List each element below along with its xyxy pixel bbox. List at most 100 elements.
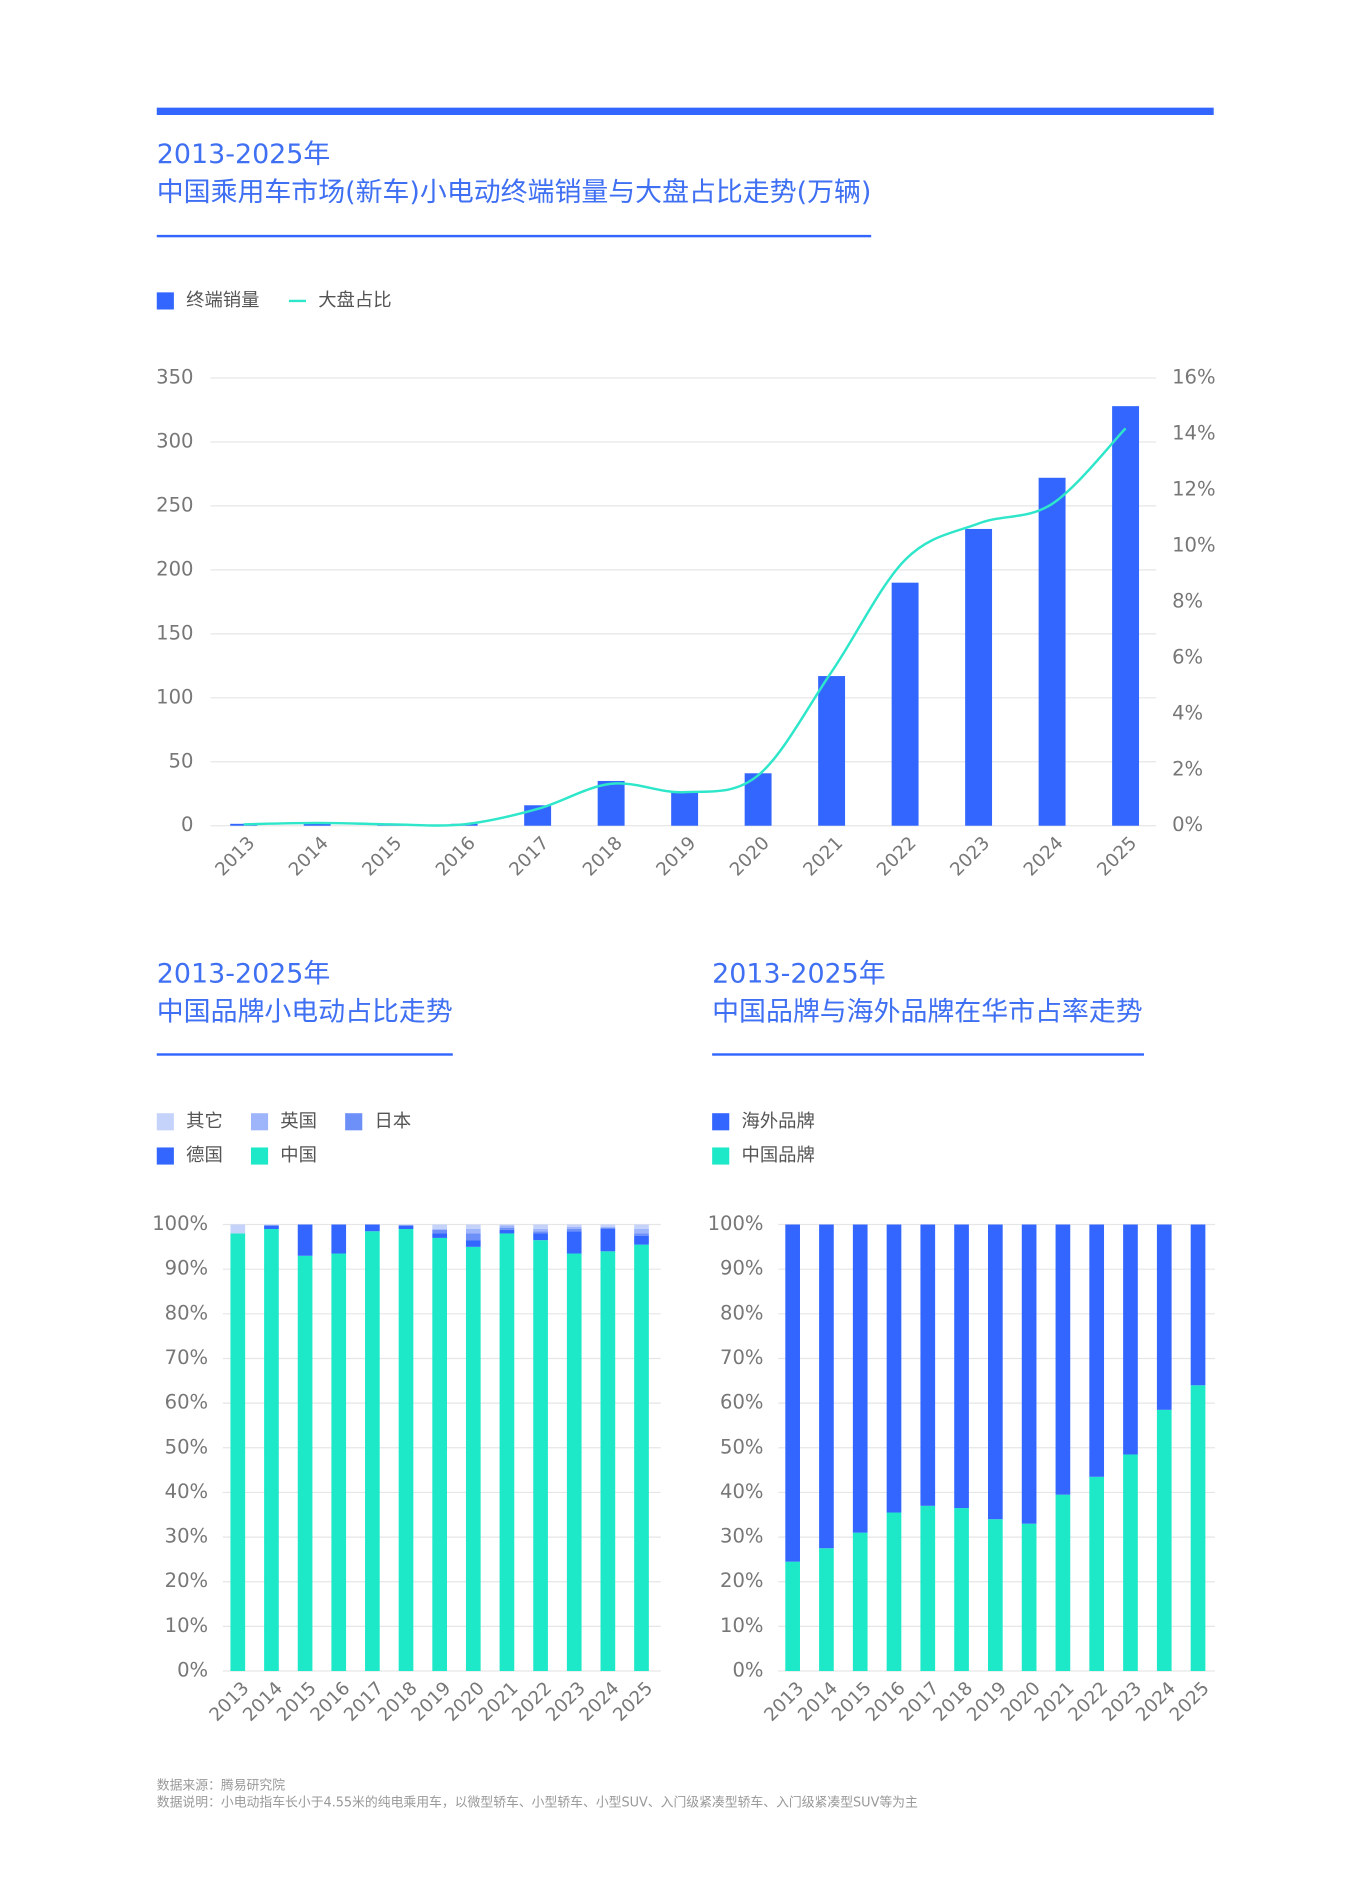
bar xyxy=(671,791,699,826)
x-tick-label: 2025 xyxy=(609,1678,657,1726)
bar xyxy=(1038,477,1066,826)
y2-tick-label: 6% xyxy=(1172,645,1203,668)
bar-segment xyxy=(432,1224,447,1229)
bar-segment xyxy=(297,1255,313,1672)
bar-segment xyxy=(533,1240,548,1672)
legend-swatch xyxy=(712,1113,730,1131)
bar-segment xyxy=(398,1228,414,1672)
x-tick-label: 2021 xyxy=(799,833,847,881)
y2-tick-label: 0% xyxy=(1172,813,1203,836)
bar-segment xyxy=(1089,1224,1105,1477)
y2-tick-label: 10% xyxy=(1172,533,1215,556)
bar-segment xyxy=(398,1225,414,1229)
bar-segment xyxy=(634,1244,649,1672)
chart-subtitle: 中国品牌小电动占比走势 xyxy=(157,996,453,1027)
bar-segment xyxy=(297,1224,313,1256)
chart-title: 2013-2025年 xyxy=(157,139,331,170)
bar-segment xyxy=(533,1231,548,1234)
bar-segment xyxy=(365,1224,380,1232)
x-tick-label: 2025 xyxy=(1093,833,1141,881)
bar-segment xyxy=(465,1246,481,1672)
legend-swatch xyxy=(250,1147,269,1165)
top-rule xyxy=(156,107,1214,115)
x-tick-label: 2018 xyxy=(579,833,627,881)
bar-segment xyxy=(331,1253,347,1672)
bar-segment xyxy=(600,1224,616,1227)
legend-label: 终端销量 xyxy=(186,290,259,311)
bar-segment xyxy=(465,1224,481,1229)
y-tick-label: 70% xyxy=(720,1346,763,1369)
bar-segment xyxy=(954,1508,969,1672)
bar-segment xyxy=(264,1225,279,1229)
bar-segment xyxy=(566,1231,582,1254)
x-tick-label: 2025 xyxy=(1166,1678,1214,1726)
bar-segment xyxy=(432,1237,447,1672)
legend-label: 英国 xyxy=(280,1111,317,1132)
y-tick-label: 30% xyxy=(165,1525,208,1548)
title-underline xyxy=(712,1053,1144,1056)
y2-tick-label: 14% xyxy=(1172,421,1215,444)
bar-segment xyxy=(230,1224,246,1234)
y-tick-label: 20% xyxy=(165,1569,208,1592)
y-tick-label: 50% xyxy=(720,1435,763,1458)
chart-title: 2013-2025年 xyxy=(157,958,331,989)
chart-subtitle: 中国乘用车市场(新车)小电动终端销量与大盘占比走势(万辆) xyxy=(157,177,872,208)
bar-segment xyxy=(886,1512,902,1672)
y-tick-label: 100% xyxy=(708,1212,764,1235)
bar-segment xyxy=(1123,1224,1138,1455)
bar-segment xyxy=(1055,1494,1071,1672)
y-tick-label: 10% xyxy=(720,1614,763,1637)
y2-tick-label: 4% xyxy=(1172,701,1203,724)
bar-segment xyxy=(1156,1409,1172,1672)
y-tick-label: 40% xyxy=(165,1480,208,1503)
y2-tick-label: 16% xyxy=(1172,366,1215,389)
bar-segment xyxy=(230,1233,246,1672)
bar xyxy=(965,528,993,826)
bar xyxy=(303,823,331,826)
bar-segment xyxy=(566,1226,582,1229)
y-tick-label: 90% xyxy=(165,1257,208,1280)
legend-swatch xyxy=(156,292,174,310)
y-tick-label: 200 xyxy=(156,557,193,580)
x-tick-label: 2013 xyxy=(211,833,259,881)
bar-segment xyxy=(785,1561,800,1672)
y-tick-label: 300 xyxy=(156,429,193,452)
bar xyxy=(230,823,258,826)
bar-segment xyxy=(264,1228,279,1672)
source: 数据来源：腾易研究院 xyxy=(157,1778,285,1794)
x-tick-label: 2015 xyxy=(358,833,406,881)
bar-segment xyxy=(566,1253,582,1672)
y-tick-label: 350 xyxy=(156,366,193,389)
x-tick-label: 2016 xyxy=(432,833,480,881)
y2-tick-label: 12% xyxy=(1172,477,1215,500)
legend-swatch xyxy=(345,1113,363,1131)
bar xyxy=(597,780,625,826)
bar-segment xyxy=(852,1532,868,1672)
bar-segment xyxy=(886,1224,902,1513)
bar-segment xyxy=(432,1228,447,1230)
bar-segment xyxy=(819,1548,834,1672)
bar-segment xyxy=(432,1233,447,1238)
bar-segment xyxy=(634,1228,649,1234)
bar-segment xyxy=(1055,1224,1071,1495)
title-underline xyxy=(156,1053,453,1056)
x-tick-label: 2020 xyxy=(726,833,774,881)
bar-segment xyxy=(566,1224,582,1227)
bar-segment xyxy=(1021,1224,1037,1524)
bar-segment xyxy=(634,1233,649,1236)
bar-segment xyxy=(634,1224,649,1229)
note: 数据说明：小电动指车长小于4.55米的纯电乘用车，以微型轿车、小型轿车、小型SU… xyxy=(157,1795,918,1811)
y-tick-label: 30% xyxy=(720,1525,763,1548)
bar-segment xyxy=(920,1224,936,1506)
legend-label: 其它 xyxy=(186,1111,223,1132)
x-tick-label: 2023 xyxy=(946,833,994,881)
y-tick-label: 60% xyxy=(720,1391,763,1414)
y-tick-label: 50% xyxy=(165,1435,208,1458)
x-tick-label: 2017 xyxy=(505,833,553,881)
bar-segment xyxy=(465,1228,481,1234)
x-tick-label: 2019 xyxy=(652,833,700,881)
legend-swatch xyxy=(250,1113,269,1131)
chart-subtitle: 中国品牌与海外品牌在华市占率走势 xyxy=(712,996,1143,1027)
y-tick-label: 50 xyxy=(169,749,194,772)
